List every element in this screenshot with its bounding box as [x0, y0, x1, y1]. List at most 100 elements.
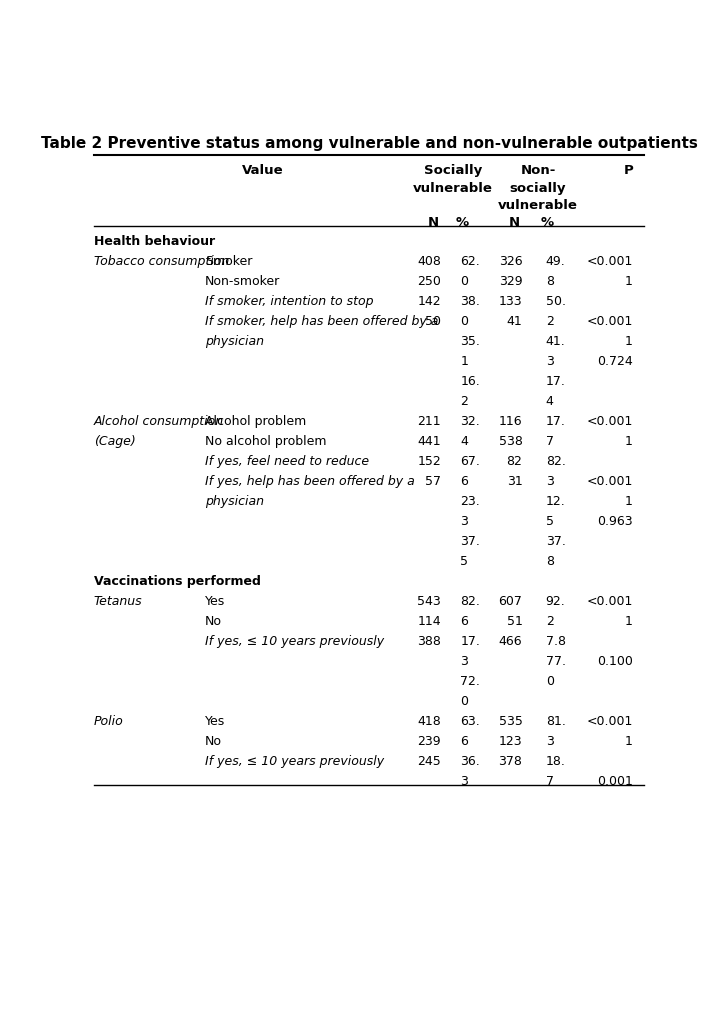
Text: socially: socially: [510, 182, 566, 194]
Text: N: N: [509, 216, 521, 229]
Text: 535: 535: [498, 715, 523, 728]
Text: 1: 1: [625, 275, 632, 288]
Text: 388: 388: [417, 635, 441, 649]
Text: 6: 6: [461, 735, 468, 748]
Text: 37.: 37.: [546, 535, 566, 549]
Text: vulnerable: vulnerable: [498, 199, 578, 213]
Text: 77.: 77.: [546, 655, 566, 668]
Text: 72.: 72.: [461, 676, 480, 688]
Text: 0: 0: [461, 315, 469, 327]
Text: 1: 1: [461, 355, 468, 368]
Text: physician: physician: [204, 335, 264, 348]
Text: 36.: 36.: [461, 755, 480, 769]
Text: Health behaviour: Health behaviour: [94, 234, 215, 248]
Text: 0.963: 0.963: [597, 515, 632, 528]
Text: 1: 1: [625, 616, 632, 628]
Text: 8: 8: [546, 555, 554, 568]
Text: If yes, help has been offered by a: If yes, help has been offered by a: [204, 475, 415, 488]
Text: Yes: Yes: [204, 595, 225, 608]
Text: Alcohol problem: Alcohol problem: [204, 415, 306, 428]
Text: 5: 5: [461, 555, 469, 568]
Text: If smoker, intention to stop: If smoker, intention to stop: [204, 294, 373, 308]
Text: 67.: 67.: [461, 456, 480, 468]
Text: <0.001: <0.001: [586, 475, 632, 488]
Text: 6: 6: [461, 475, 468, 488]
Text: 3: 3: [461, 655, 468, 668]
Text: 62.: 62.: [461, 255, 480, 268]
Text: 0.100: 0.100: [597, 655, 632, 668]
Text: 7.8: 7.8: [546, 635, 566, 649]
Text: %: %: [541, 216, 554, 229]
Text: 607: 607: [498, 595, 523, 608]
Text: No: No: [204, 616, 222, 628]
Text: Polio: Polio: [94, 715, 124, 728]
Text: Socially: Socially: [423, 164, 482, 177]
Text: 0.724: 0.724: [597, 355, 632, 368]
Text: No alcohol problem: No alcohol problem: [204, 435, 326, 448]
Text: 63.: 63.: [461, 715, 480, 728]
Text: 82.: 82.: [461, 595, 480, 608]
Text: 82: 82: [507, 456, 523, 468]
Text: 32.: 32.: [461, 415, 480, 428]
Text: 23.: 23.: [461, 495, 480, 508]
Text: P: P: [624, 164, 634, 177]
Text: 1: 1: [625, 735, 632, 748]
Text: physician: physician: [204, 495, 264, 508]
Text: 2: 2: [461, 395, 468, 408]
Text: If yes, feel need to reduce: If yes, feel need to reduce: [204, 456, 369, 468]
Text: 92.: 92.: [546, 595, 565, 608]
Text: 4: 4: [461, 435, 468, 448]
Text: 0: 0: [461, 275, 469, 288]
Text: If yes, ≤ 10 years previously: If yes, ≤ 10 years previously: [204, 755, 384, 769]
Text: <0.001: <0.001: [586, 315, 632, 327]
Text: 2: 2: [546, 315, 554, 327]
Text: 35.: 35.: [461, 335, 480, 348]
Text: 133: 133: [499, 294, 523, 308]
Text: 2: 2: [546, 616, 554, 628]
Text: 4: 4: [546, 395, 554, 408]
Text: 123: 123: [499, 735, 523, 748]
Text: 326: 326: [499, 255, 523, 268]
Text: Tobacco consumption: Tobacco consumption: [94, 255, 229, 268]
Text: 7: 7: [546, 776, 554, 788]
Text: 245: 245: [418, 755, 441, 769]
Text: <0.001: <0.001: [586, 595, 632, 608]
Text: 250: 250: [417, 275, 441, 288]
Text: 3: 3: [461, 776, 468, 788]
Text: 8: 8: [546, 275, 554, 288]
Text: 441: 441: [418, 435, 441, 448]
Text: No: No: [204, 735, 222, 748]
Text: 3: 3: [546, 355, 554, 368]
Text: 418: 418: [418, 715, 441, 728]
Text: 6: 6: [461, 616, 468, 628]
Text: Tetanus: Tetanus: [94, 595, 143, 608]
Text: <0.001: <0.001: [586, 415, 632, 428]
Text: 0.001: 0.001: [597, 776, 632, 788]
Text: 1: 1: [625, 335, 632, 348]
Text: 239: 239: [418, 735, 441, 748]
Text: 18.: 18.: [546, 755, 566, 769]
Text: %: %: [456, 216, 469, 229]
Text: 116: 116: [499, 415, 523, 428]
Text: 38.: 38.: [461, 294, 480, 308]
Text: vulnerable: vulnerable: [413, 182, 492, 194]
Text: Smoker: Smoker: [204, 255, 252, 268]
Text: Non-: Non-: [521, 164, 556, 177]
Text: 3: 3: [546, 475, 554, 488]
Text: 408: 408: [417, 255, 441, 268]
Text: 57: 57: [425, 475, 441, 488]
Text: 543: 543: [418, 595, 441, 608]
Text: 1: 1: [625, 495, 632, 508]
Text: 114: 114: [418, 616, 441, 628]
Text: 17.: 17.: [546, 375, 566, 388]
Text: 16.: 16.: [461, 375, 480, 388]
Text: Alcohol consumption: Alcohol consumption: [94, 415, 224, 428]
Text: 538: 538: [498, 435, 523, 448]
Text: 50: 50: [425, 315, 441, 327]
Text: Vaccinations performed: Vaccinations performed: [94, 575, 261, 588]
Text: 5: 5: [546, 515, 554, 528]
Text: 142: 142: [418, 294, 441, 308]
Text: 37.: 37.: [461, 535, 480, 549]
Text: 41.: 41.: [546, 335, 565, 348]
Text: 0: 0: [461, 695, 469, 709]
